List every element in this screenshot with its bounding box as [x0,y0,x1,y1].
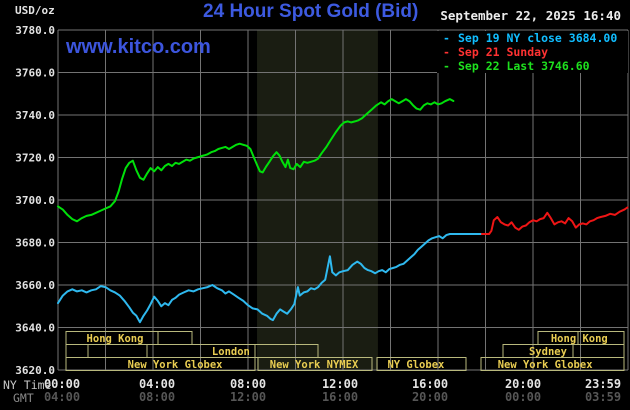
session-label: London [212,346,250,358]
session-label: New York NYMEX [270,359,359,371]
legend-dash-icon: - [443,31,450,45]
legend-dash-icon: - [443,59,450,73]
gmt-axis-label: GMT [13,391,34,405]
axis-tick-label: 3780.0 [15,24,55,37]
legend-item: - Sep 19 NY close 3684.00 [437,31,628,45]
axis-tick-label: 00:00 [505,390,541,404]
gridlines [57,29,629,371]
session-label: New York Globex [128,359,224,371]
series-line-sep-19-ny-close [57,233,483,324]
axis-tick-label: 16:00 [412,377,448,391]
axis-tick-label: 04:00 [139,377,175,391]
axis-tick-label: 3620.0 [15,364,55,377]
axis-tick-label: 3700.0 [15,194,55,207]
axis-tick-label: 12:00 [322,377,358,391]
series-line-sep-22-last [57,98,455,223]
axis-tick-label: 3640.0 [15,322,55,335]
axis-tick-label: 3660.0 [15,279,55,292]
session-box [257,357,373,371]
axis-tick-label: 20:00 [412,390,448,404]
legend-item-label: Sep 21 Sunday [458,45,549,59]
y-axis-unit-label: USD/oz [15,4,55,17]
datetime-label: September 22, 2025 16:40 [440,8,621,23]
legend-dash-icon: - [443,45,450,59]
legend-item-label: Sep 19 NY close 3684.00 [458,31,618,45]
ny-time-axis-label: NY Time [3,378,52,392]
axis-tick-label: 3760.0 [15,67,55,80]
axis-tick-label: 04:00 [44,390,80,404]
legend-item: - Sep 21 Sunday [437,45,628,59]
axis-tick-label: 08:00 [230,377,266,391]
session-box [65,344,89,358]
axis-tick-label: 12:00 [230,390,266,404]
axis-tick-label: 3740.0 [15,109,55,122]
chart-title: 24 Hour Spot Gold (Bid) [203,1,419,22]
session-box [480,357,625,371]
axis-tick-label: 03:59 [585,390,621,404]
axis-tick-label: 3720.0 [15,152,55,165]
axis-tick-label: 23:59 [585,377,621,391]
session-box [87,344,148,358]
axis-tick-label: 00:00 [44,377,80,391]
session-box [65,357,256,371]
session-label: New York Globex [498,359,594,371]
session-box [376,357,467,371]
session-label: NY Globex [387,359,445,371]
axis-tick-label: 20:00 [505,377,541,391]
axis-tick-label: 3680.0 [15,237,55,250]
axis-tick-label: 16:00 [322,390,358,404]
legend-item-label: Sep 22 Last 3746.60 [458,59,590,73]
legend: - Sep 19 NY close 3684.00- Sep 21 Sunday - S… [437,31,628,73]
kitco-watermark-link[interactable]: www.kitco.com [66,36,211,58]
series-line-sep-21-sunday [480,206,629,235]
axis-tick-label: 08:00 [139,390,175,404]
session-label: Hong Kong [551,333,608,345]
session-label: Hong Kong [87,333,144,345]
legend-item: - Sep 22 Last 3746.60 [437,59,628,73]
session-label: Sydney [529,346,568,358]
